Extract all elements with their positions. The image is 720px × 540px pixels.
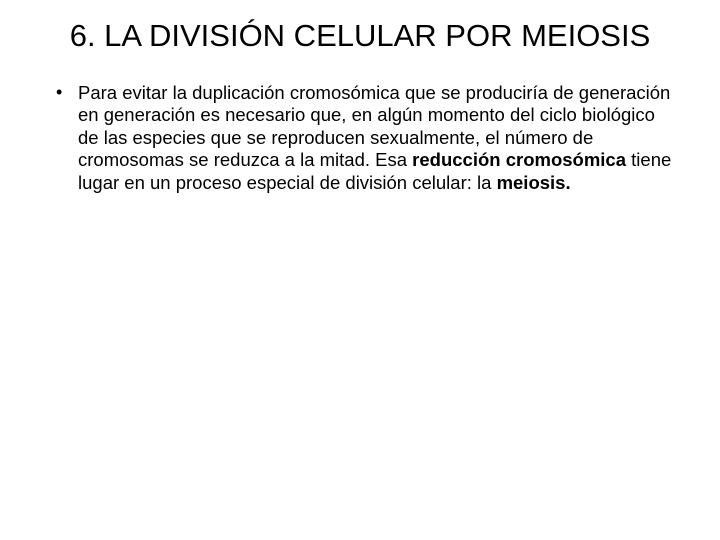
bullet-text-bold-2: meiosis. [497,172,571,193]
slide-container: 6. LA DIVISIÓN CELULAR POR MEIOSIS Para … [0,0,720,540]
bullet-item: Para evitar la duplicación cromosómica q… [52,82,680,195]
bullet-text-bold-1: reducción cromosómica [412,149,631,170]
bullet-list: Para evitar la duplicación cromosómica q… [40,82,680,195]
slide-title: 6. LA DIVISIÓN CELULAR POR MEIOSIS [40,18,680,54]
